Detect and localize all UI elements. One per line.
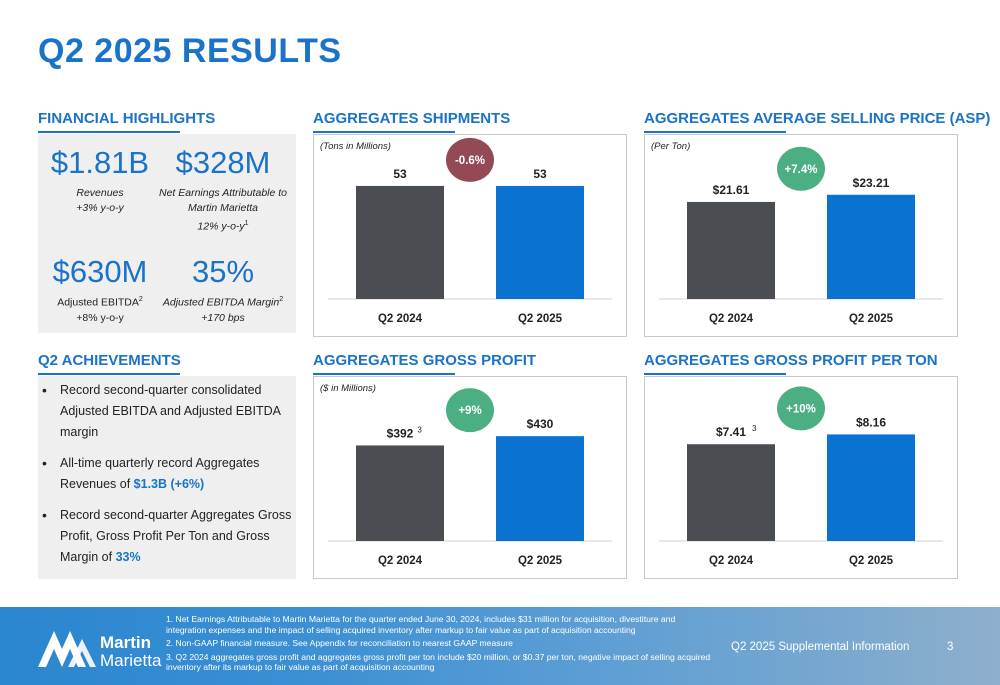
gross-profit-per-ton-chart: $7.41 3 Q2 2024 $8.16 Q2 2025 +10% bbox=[659, 386, 943, 567]
company-logo: Martin Marietta bbox=[38, 621, 162, 671]
tick-label: Q2 2024 bbox=[378, 313, 423, 325]
change-label: +7.4% bbox=[785, 164, 818, 176]
tick-label: Q2 2024 bbox=[709, 555, 754, 567]
chart-heading-shipments: AGGREGATES SHIPMENTS bbox=[313, 110, 511, 127]
change-label: +9% bbox=[458, 405, 481, 417]
unit-note: (Tons in Millions) bbox=[320, 141, 391, 152]
bar-q2-2025 bbox=[496, 436, 584, 541]
heading-underline bbox=[644, 131, 786, 133]
heading-underline bbox=[644, 373, 786, 375]
revenue-value: $1.81B bbox=[50, 145, 150, 180]
bar-q2-2025 bbox=[827, 434, 915, 541]
change-badge bbox=[446, 137, 494, 182]
list-item: Record second-quarter consolidated Adjus… bbox=[38, 380, 296, 443]
tick-label: Q2 2024 bbox=[709, 313, 754, 325]
bar-q2-2024 bbox=[356, 445, 444, 541]
footnote-marker: 3 bbox=[752, 424, 757, 433]
financial-highlights-heading: FINANCIAL HIGHLIGHTS bbox=[38, 110, 216, 127]
change-badge bbox=[777, 146, 825, 191]
unit-note: (Per Ton) bbox=[651, 141, 691, 152]
footnote: 3. Q2 2024 aggregates gross profit and a… bbox=[166, 651, 711, 673]
change-badge bbox=[777, 386, 825, 431]
ebitda-margin-label: Adjusted EBITDA Margin2 +170 bps bbox=[162, 296, 284, 324]
footer: Martin Marietta 1. Net Earnings Attribut… bbox=[0, 607, 1000, 685]
ebitda-margin-value: 35% bbox=[191, 254, 255, 289]
heading-underline bbox=[313, 373, 455, 375]
page-title: Q2 2025 RESULTS bbox=[38, 32, 342, 70]
list-item: Record second-quarter Aggregates Gross P… bbox=[38, 505, 296, 568]
logo-mark-icon bbox=[38, 631, 96, 667]
adjusted-ebitda-label: Adjusted EBITDA2 +8% y-o-y bbox=[57, 296, 143, 324]
footnote: 2. Non-GAAP financial measure. See Appen… bbox=[166, 638, 513, 648]
footnote: 1. Net Earnings Attributable to Martin M… bbox=[166, 614, 676, 635]
tick-label: Q2 2025 bbox=[518, 555, 563, 567]
bar-q2-2024 bbox=[687, 444, 775, 541]
bar-q2-2025 bbox=[496, 185, 584, 299]
supplemental-info-label: Q2 2025 Supplemental Information bbox=[731, 641, 910, 653]
chart-panel-gross-profit: ($ in Millions) $392 3 Q2 2024 $430 Q2 2025 +… bbox=[313, 376, 627, 579]
footnotes: 1. Net Earnings Attributable to Martin M… bbox=[166, 614, 711, 676]
tick-label: Q2 2025 bbox=[849, 555, 894, 567]
chart-heading-gross-profit-per-ton: AGGREGATES GROSS PROFIT PER TON bbox=[644, 352, 938, 369]
footer-background bbox=[0, 607, 1000, 685]
data-label: $7.41 bbox=[716, 425, 746, 439]
heading-underline bbox=[38, 131, 180, 133]
data-label: $8.16 bbox=[856, 415, 886, 429]
logo-text-line1: Martin bbox=[100, 633, 151, 652]
bar-q2-2024 bbox=[356, 185, 444, 299]
list-item: All-time quarterly record Aggregates Rev… bbox=[38, 453, 296, 495]
unit-note: ($ in Millions) bbox=[320, 383, 376, 394]
data-label: 53 bbox=[533, 167, 547, 181]
bar-q2-2024 bbox=[687, 201, 775, 299]
footnote-marker: 3 bbox=[417, 425, 422, 434]
data-label: $21.61 bbox=[713, 183, 750, 197]
financial-highlights-panel bbox=[38, 134, 296, 333]
asp-chart: $21.61 Q2 2024 $23.21 Q2 2025 +7.4% bbox=[659, 146, 943, 325]
net-earnings-label: Net Earnings Attributable to Martin Mari… bbox=[158, 187, 287, 233]
gross-profit-chart: $392 3 Q2 2024 $430 Q2 2025 +9% bbox=[328, 388, 612, 567]
achievements-heading: Q2 ACHIEVEMENTS bbox=[38, 352, 181, 369]
chart-heading-asp: AGGREGATES AVERAGE SELLING PRICE (ASP) bbox=[644, 110, 991, 127]
revenue-label: Revenues +3% y-o-y bbox=[76, 187, 124, 214]
page-number: 3 bbox=[947, 641, 954, 653]
data-label: $430 bbox=[527, 417, 554, 431]
logo-text-line2: Marietta bbox=[100, 651, 162, 670]
chart-panel-gross-profit-per-ton: $7.41 3 Q2 2024 $8.16 Q2 2025 +10% bbox=[644, 376, 958, 579]
bar-q2-2025 bbox=[827, 194, 915, 299]
chart-panel-asp: (Per Ton) $21.61 Q2 2024 $23.21 Q2 2025 +7.4… bbox=[644, 134, 958, 337]
chart-heading-gross-profit: AGGREGATES GROSS PROFIT bbox=[313, 352, 537, 369]
change-label: -0.6% bbox=[455, 155, 485, 167]
shipments-chart: 53 Q2 2024 53 Q2 2025 -0.6% bbox=[328, 137, 612, 325]
tick-label: Q2 2025 bbox=[518, 313, 563, 325]
data-label: 53 bbox=[393, 167, 407, 181]
chart-panel-shipments: (Tons in Millions) 53 Q2 2024 53 Q2 2025 -0.… bbox=[313, 134, 627, 337]
change-label: +10% bbox=[786, 403, 816, 415]
tick-label: Q2 2025 bbox=[849, 313, 894, 325]
adjusted-ebitda-value: $630M bbox=[52, 254, 148, 289]
achievements-list: Record second-quarter consolidated Adjus… bbox=[38, 380, 296, 578]
net-earnings-value: $328M bbox=[175, 145, 271, 180]
data-label: $23.21 bbox=[853, 176, 890, 190]
heading-underline bbox=[38, 373, 180, 375]
tick-label: Q2 2024 bbox=[378, 555, 423, 567]
change-badge bbox=[446, 388, 494, 433]
heading-underline bbox=[313, 131, 455, 133]
data-label: $392 bbox=[387, 426, 414, 440]
